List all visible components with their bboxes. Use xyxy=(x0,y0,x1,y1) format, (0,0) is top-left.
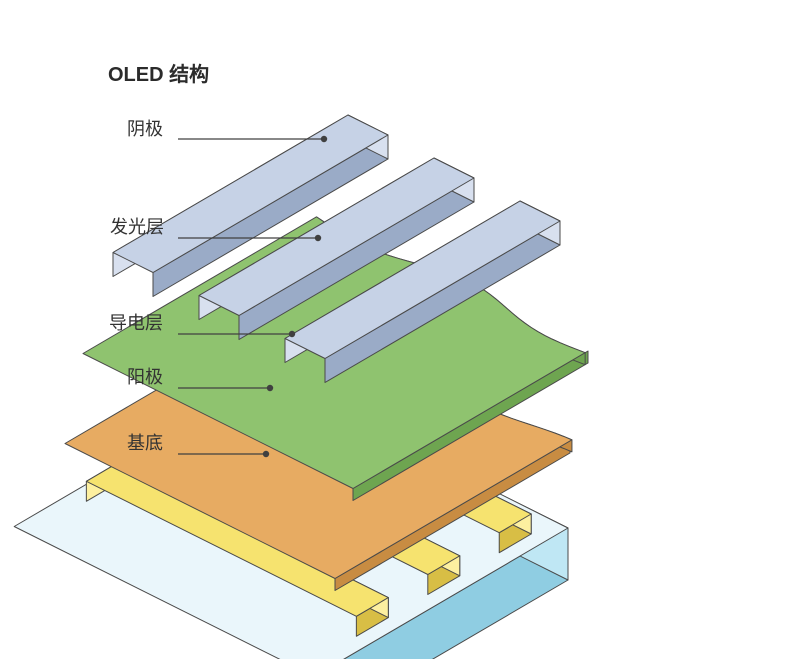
leader-dot-substrate xyxy=(263,451,269,457)
label-anode: 阳极 xyxy=(127,363,163,389)
leader-dot-emissive xyxy=(315,235,321,241)
leader-dot-conductive xyxy=(289,331,295,337)
label-emissive: 发光层 xyxy=(110,213,164,239)
leader-dot-anode xyxy=(267,385,273,391)
leader-dot-cathode xyxy=(321,136,327,142)
label-substrate: 基底 xyxy=(127,429,163,455)
label-conductive: 导电层 xyxy=(109,309,163,335)
diagram-stage: OLED 结构 阴极发光层导电层阳极基底 xyxy=(0,0,800,659)
diagram-title: OLED 结构 xyxy=(108,58,209,87)
label-cathode: 阴极 xyxy=(127,115,163,141)
